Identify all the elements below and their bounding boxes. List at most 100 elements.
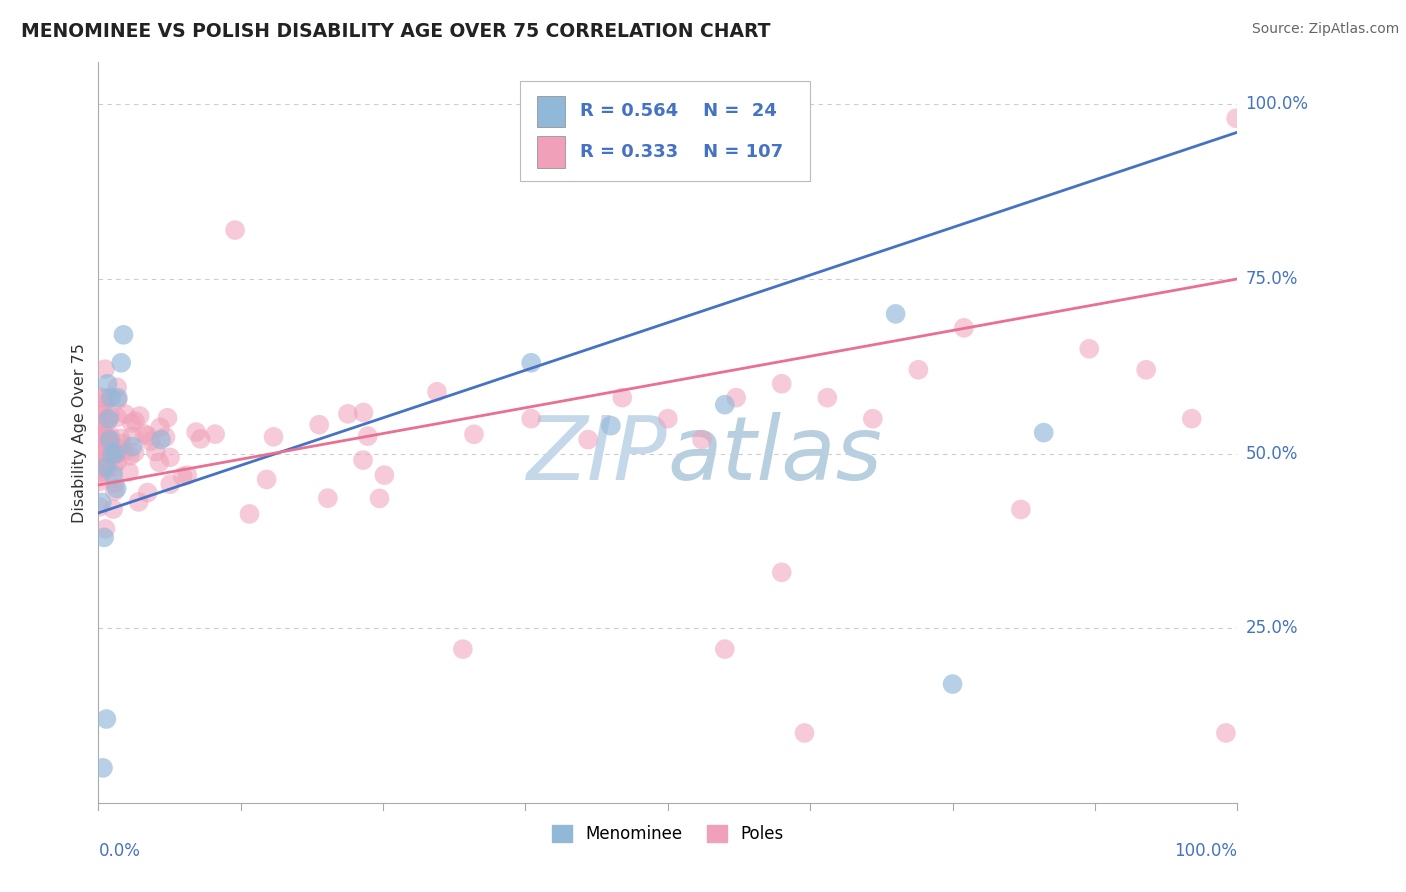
Point — [97, 438, 120, 452]
Point — [156, 410, 179, 425]
Point — [118, 465, 141, 479]
Point — [263, 430, 285, 444]
Point — [690, 433, 713, 447]
Point — [139, 434, 162, 449]
Point — [520, 411, 543, 425]
Point — [128, 495, 150, 509]
Point — [103, 459, 125, 474]
Point — [172, 469, 194, 483]
Point — [105, 446, 128, 460]
Point — [942, 677, 965, 691]
Point — [373, 468, 395, 483]
Point — [136, 485, 159, 500]
Point — [1078, 342, 1101, 356]
Point — [124, 414, 146, 428]
Point — [101, 446, 124, 460]
Point — [97, 411, 120, 425]
Point — [90, 466, 112, 480]
Point — [953, 321, 976, 335]
Point — [90, 495, 112, 509]
Point — [91, 456, 114, 470]
Point — [714, 398, 737, 412]
Point — [907, 363, 929, 377]
Point — [94, 522, 117, 536]
Point — [770, 566, 793, 580]
Text: R = 0.564    N =  24: R = 0.564 N = 24 — [581, 103, 778, 120]
Point — [103, 502, 125, 516]
Point — [91, 397, 114, 411]
Point — [94, 391, 117, 405]
Point — [520, 356, 543, 370]
Point — [104, 446, 127, 460]
Point — [600, 418, 623, 433]
Point — [884, 307, 907, 321]
Point — [612, 391, 634, 405]
Point — [111, 436, 134, 450]
Point — [224, 223, 246, 237]
Text: 50.0%: 50.0% — [1246, 444, 1298, 463]
Point — [862, 411, 884, 425]
Point — [1215, 726, 1237, 740]
Point — [103, 447, 125, 461]
Point — [336, 407, 359, 421]
Point — [90, 461, 112, 475]
Point — [149, 420, 172, 434]
Point — [110, 356, 132, 370]
Point — [204, 427, 226, 442]
Point — [357, 429, 380, 443]
Point — [97, 461, 120, 475]
Point — [105, 410, 128, 425]
Text: 25.0%: 25.0% — [1246, 619, 1298, 637]
Point — [93, 530, 115, 544]
Point — [725, 391, 748, 405]
Point — [96, 441, 118, 455]
Text: atlas: atlas — [668, 412, 883, 498]
Point — [134, 426, 156, 441]
Point — [89, 432, 111, 446]
Point — [110, 431, 132, 445]
Point — [105, 455, 128, 469]
Point — [1032, 425, 1054, 440]
Point — [238, 507, 260, 521]
Point — [657, 411, 679, 425]
Point — [155, 430, 177, 444]
Point — [112, 445, 135, 459]
Point — [1181, 411, 1204, 425]
Point — [98, 409, 121, 424]
FancyBboxPatch shape — [537, 95, 565, 127]
Point — [91, 761, 114, 775]
Point — [89, 500, 111, 514]
Point — [91, 408, 114, 422]
Point — [94, 439, 117, 453]
Point — [368, 491, 391, 506]
Point — [94, 456, 117, 470]
Point — [90, 391, 112, 405]
Point — [121, 440, 143, 454]
Point — [107, 441, 129, 455]
Point — [353, 405, 375, 419]
Point — [112, 327, 135, 342]
Point — [89, 475, 111, 489]
Point — [103, 467, 125, 482]
Text: 100.0%: 100.0% — [1174, 842, 1237, 860]
Y-axis label: Disability Age Over 75: Disability Age Over 75 — [72, 343, 87, 523]
Point — [308, 417, 330, 432]
Point — [121, 416, 143, 430]
Point — [714, 642, 737, 657]
Point — [114, 407, 136, 421]
Point — [118, 449, 141, 463]
Point — [124, 445, 146, 459]
Point — [89, 424, 111, 438]
Text: Source: ZipAtlas.com: Source: ZipAtlas.com — [1251, 22, 1399, 37]
Point — [463, 427, 485, 442]
Point — [148, 455, 170, 469]
Point — [103, 476, 125, 491]
Point — [98, 428, 121, 442]
Point — [1135, 363, 1157, 377]
Point — [98, 433, 121, 447]
Point — [815, 391, 838, 405]
Point — [89, 415, 111, 429]
Point — [451, 642, 474, 657]
Text: ZIP: ZIP — [527, 412, 668, 498]
Point — [190, 432, 212, 446]
